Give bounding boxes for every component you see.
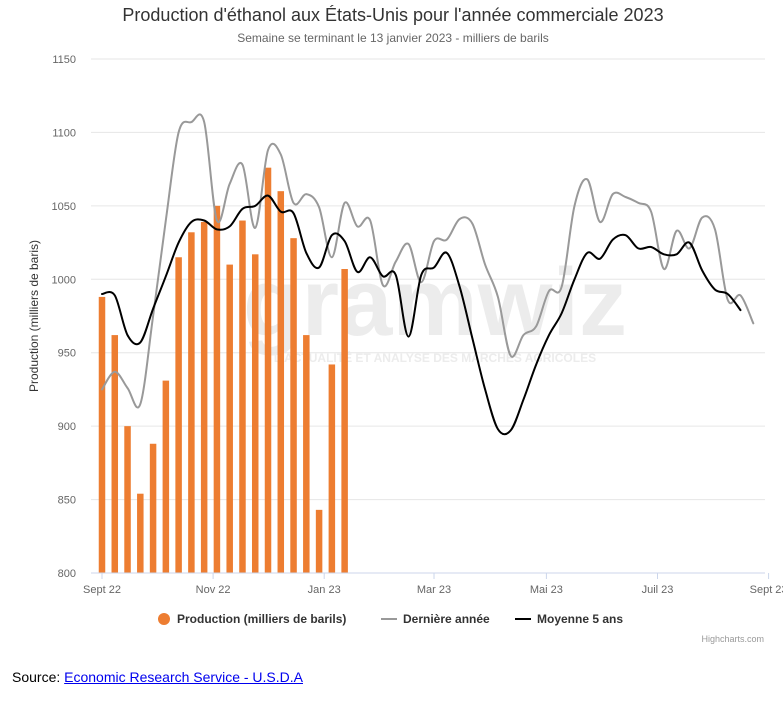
y-tick-label: 1000 <box>52 274 76 286</box>
x-tick-label: Jan 23 <box>308 584 341 596</box>
x-tick-label: Nov 22 <box>196 584 231 596</box>
production-bar[interactable] <box>213 205 221 573</box>
x-tick-label: Juil 23 <box>642 584 674 596</box>
production-bar[interactable] <box>239 220 246 574</box>
five-year-average-line[interactable] <box>101 194 742 436</box>
y-tick-label: 1050 <box>52 201 76 213</box>
chart: Production d'éthanol aux États-Unis pour… <box>27 5 783 644</box>
y-tick-label: 800 <box>58 568 76 580</box>
line-series <box>101 113 755 436</box>
production-bar[interactable] <box>277 191 285 573</box>
x-tick-label: Sept 23 <box>750 584 783 596</box>
y-axis-ticks: 800 850 900 950 1000 1050 1100 1150 <box>52 54 76 580</box>
production-bar[interactable] <box>137 493 144 573</box>
production-bar[interactable] <box>303 335 310 573</box>
chart-title: Production d'éthanol aux États-Unis pour… <box>122 5 663 25</box>
x-tick-label: Sept 22 <box>83 584 121 596</box>
production-bar[interactable] <box>124 426 131 573</box>
production-bar[interactable] <box>251 254 259 573</box>
legend-item-production[interactable]: Production (milliers de barils) <box>158 612 346 626</box>
grid-lines <box>91 58 765 501</box>
y-tick-label: 950 <box>58 348 76 360</box>
legend-marker-production <box>158 613 170 625</box>
x-axis-ticks: Sept 22 Nov 22 Jan 23 Mar 23 Mai 23 Juil 23 Se… <box>83 573 783 596</box>
production-bar[interactable] <box>290 238 297 573</box>
production-bar[interactable] <box>98 296 106 573</box>
credits-link[interactable]: Highcharts.com <box>701 634 764 644</box>
legend: Production (milliers de barils) Dernière… <box>158 612 623 626</box>
source-label: Source: <box>12 669 65 685</box>
production-bar[interactable] <box>175 257 182 573</box>
legend-item-last-year[interactable]: Dernière année <box>381 612 490 626</box>
production-bar[interactable] <box>149 443 157 573</box>
last-year-line[interactable] <box>101 113 755 409</box>
y-tick-label: 1100 <box>52 127 76 139</box>
production-bar[interactable] <box>341 269 348 573</box>
legend-label-five-year-average: Moyenne 5 ans <box>537 612 623 626</box>
production-bar[interactable] <box>188 232 195 573</box>
source-line: Source: Economic Research Service - U.S.… <box>12 669 303 685</box>
x-tick-label: Mar 23 <box>417 584 451 596</box>
source-link[interactable]: Economic Research Service - U.S.D.A <box>64 669 303 685</box>
x-tick-label: Mai 23 <box>530 584 563 596</box>
y-tick-label: 850 <box>58 495 76 507</box>
y-tick-label: 1150 <box>52 54 76 66</box>
production-bar[interactable] <box>162 380 170 573</box>
legend-item-five-year-average[interactable]: Moyenne 5 ans <box>515 612 623 626</box>
production-bar[interactable] <box>264 167 272 573</box>
y-axis-title: Production (milliers de baris) <box>27 240 41 392</box>
bar-series <box>98 167 348 574</box>
legend-label-last-year: Dernière année <box>403 612 490 626</box>
production-bar[interactable] <box>200 222 208 574</box>
chart-subtitle: Semaine se terminant le 13 janvier 2023 … <box>237 31 548 45</box>
y-tick-label: 900 <box>58 421 76 433</box>
production-bar[interactable] <box>328 364 336 573</box>
production-bar[interactable] <box>226 264 233 573</box>
production-bar[interactable] <box>315 509 323 573</box>
legend-label-production: Production (milliers de barils) <box>177 612 346 626</box>
chart-svg: Production d'éthanol aux États-Unis pour… <box>27 5 783 644</box>
production-bar[interactable] <box>111 335 119 573</box>
